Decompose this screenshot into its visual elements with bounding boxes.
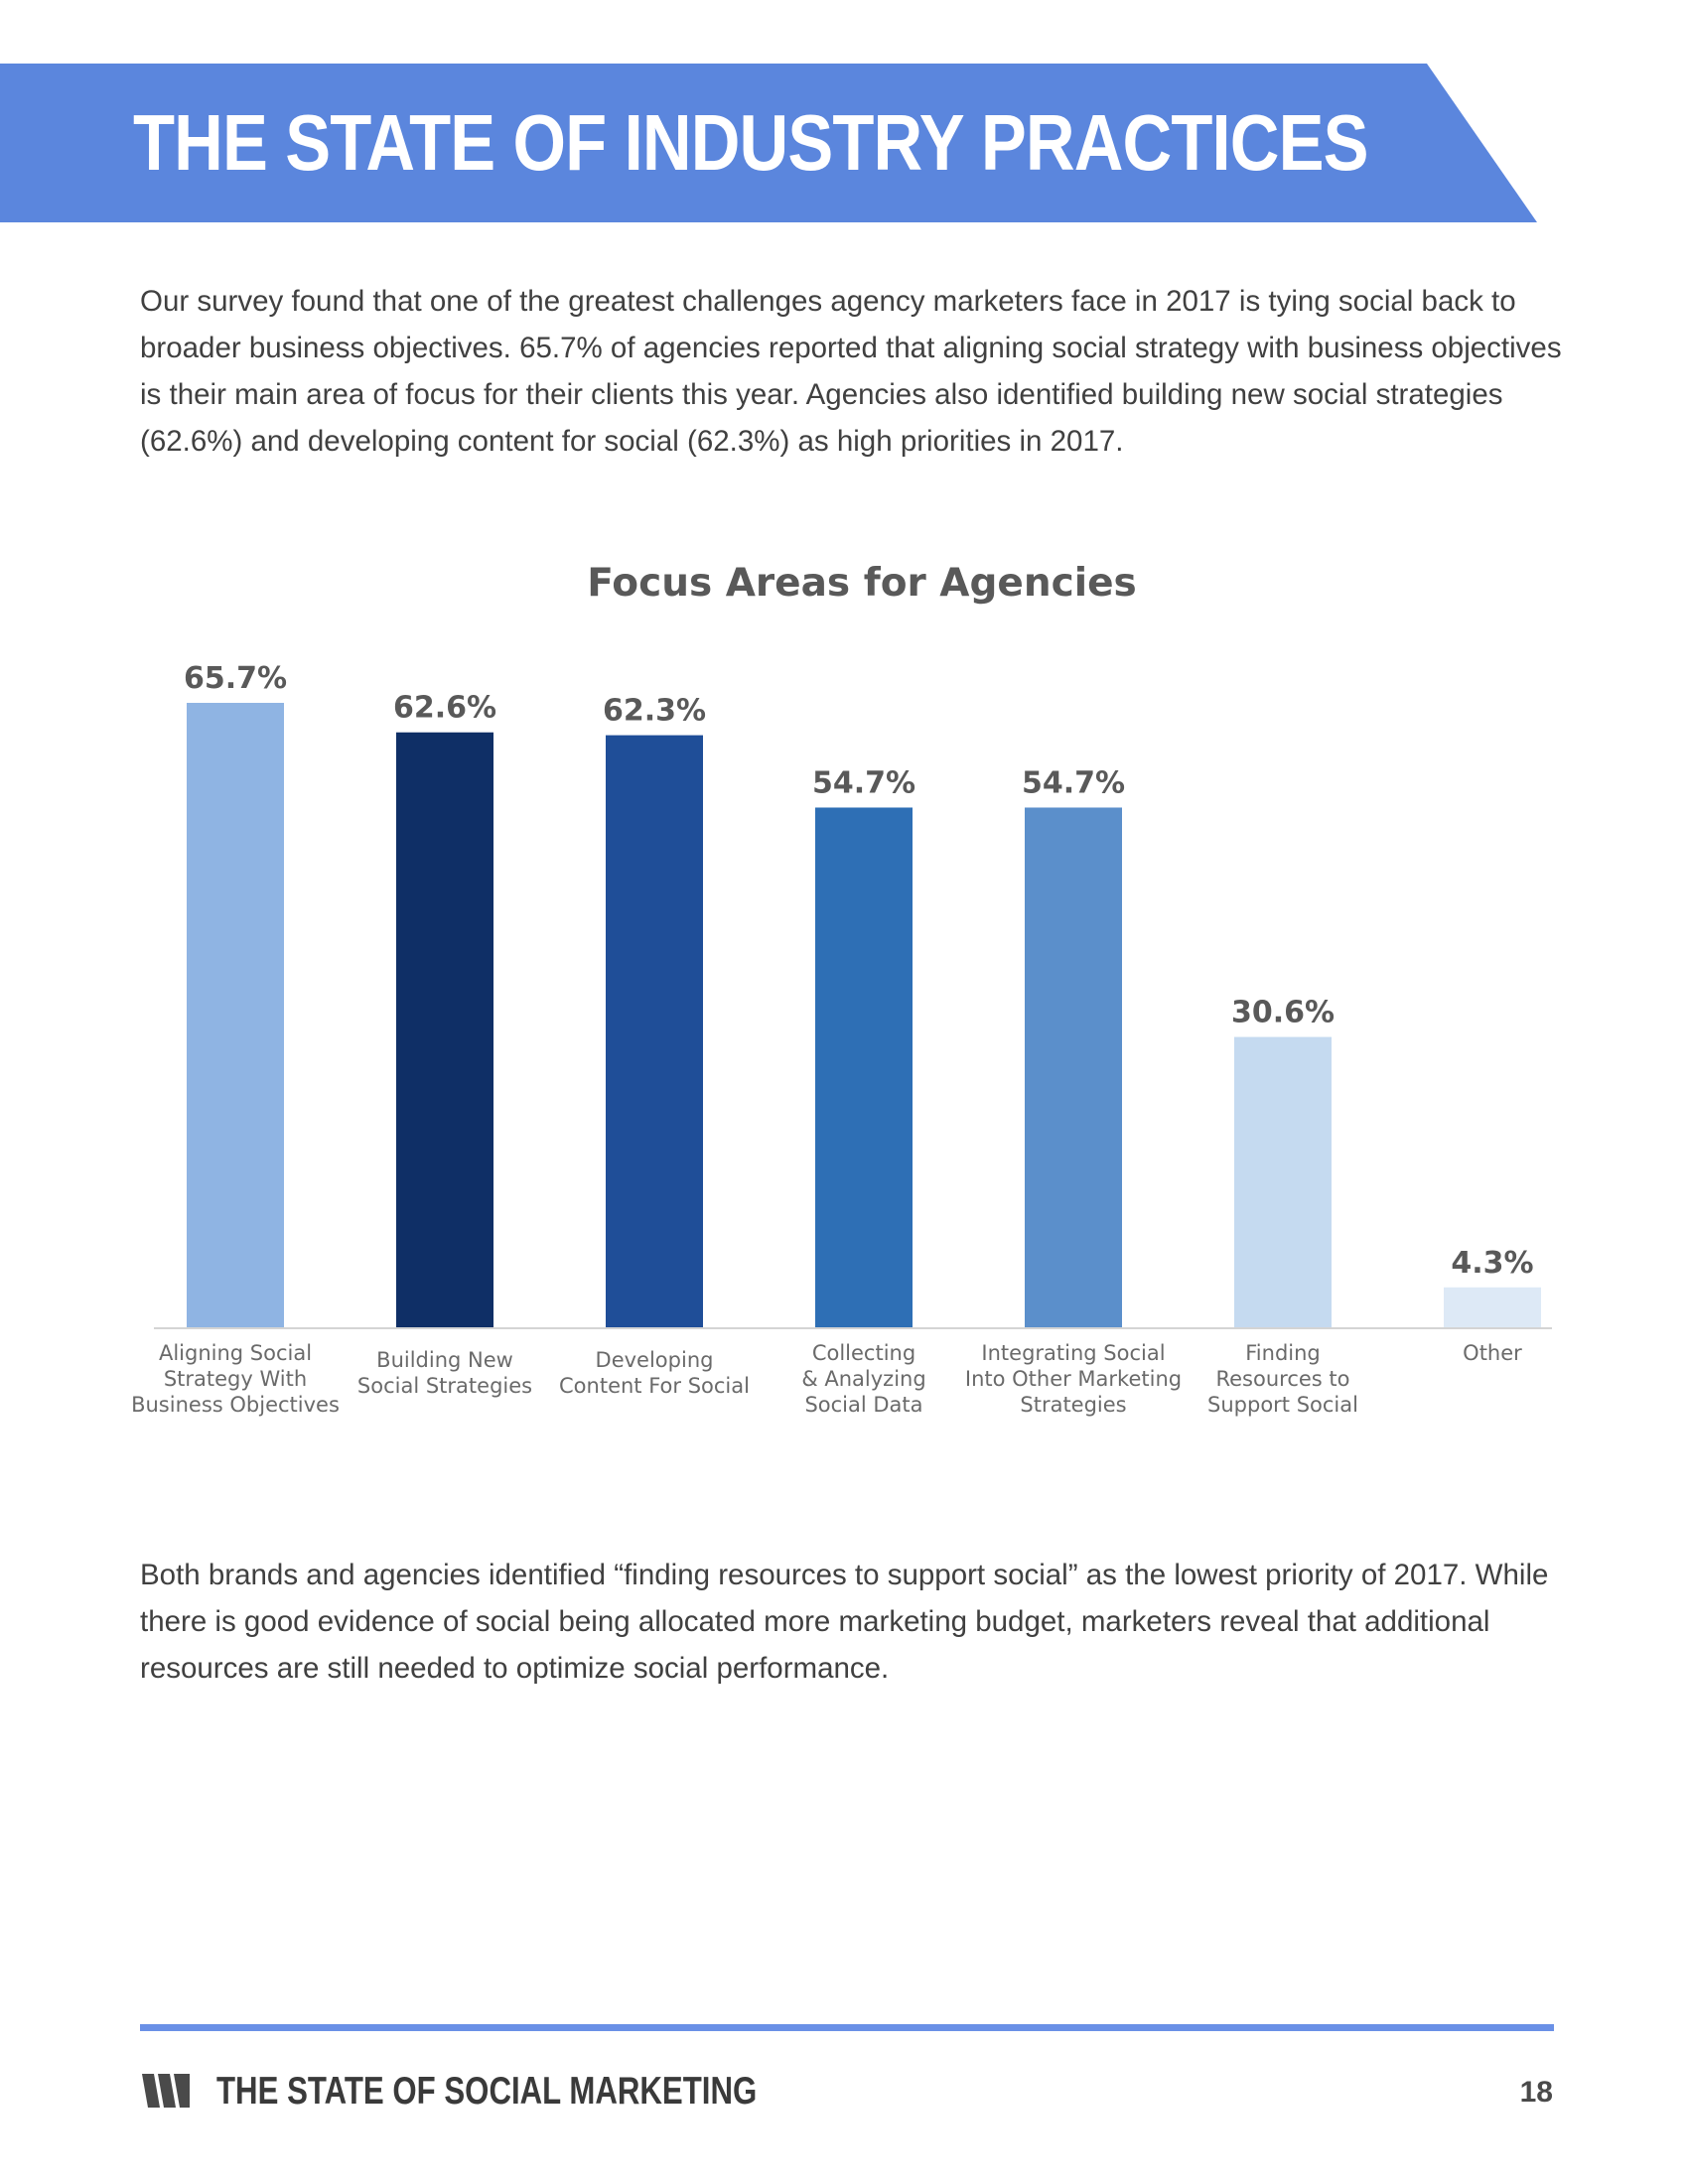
category-label: Developing [596, 1348, 714, 1372]
category-label: Finding [1245, 1341, 1321, 1365]
category-label: Social Strategies [357, 1374, 532, 1398]
category-label: Business Objectives [131, 1393, 340, 1417]
footer-title: THE STATE OF SOCIAL MARKETING [216, 2070, 758, 2113]
category-label: Social Data [804, 1393, 922, 1417]
category-label: Support Social [1207, 1393, 1358, 1417]
bar-value-label: 54.7% [812, 765, 915, 800]
bar [606, 735, 703, 1328]
category-label: Strategies [1020, 1393, 1126, 1417]
bar-value-label: 54.7% [1022, 765, 1125, 800]
category-label: Aligning Social [159, 1341, 312, 1365]
bar-value-label: 4.3% [1451, 1246, 1533, 1281]
bar [1234, 1036, 1332, 1328]
category-label: Integrating Social [981, 1341, 1165, 1365]
bar [396, 732, 493, 1328]
category-label: & Analyzing [801, 1367, 925, 1391]
bar-value-label: 62.6% [393, 691, 496, 726]
category-label: Content For Social [559, 1374, 750, 1398]
category-label: Strategy With [164, 1367, 307, 1391]
category-label: Into Other Marketing [965, 1367, 1182, 1391]
chart-title: Focus Areas for Agencies [587, 561, 1137, 606]
bar-value-label: 65.7% [184, 661, 287, 696]
bar [1025, 807, 1122, 1328]
sprout-logo-icon [142, 2074, 190, 2108]
category-label: Building New [376, 1348, 513, 1372]
header-banner [0, 64, 1537, 222]
focus-areas-chart: Focus Areas for Agencies 65.7% Aligning S… [131, 561, 1552, 1417]
bar [1444, 1287, 1541, 1328]
bar [815, 807, 913, 1328]
closing-paragraph: Both brands and agencies identified “fin… [140, 1559, 1549, 1685]
bar-value-label: 30.6% [1231, 996, 1335, 1030]
page-title: THE STATE OF INDUSTRY PRACTICES [133, 98, 1369, 187]
category-label: Resources to [1215, 1367, 1349, 1391]
bar [187, 703, 284, 1328]
intro-paragraph: Our survey found that one of the greates… [140, 285, 1562, 458]
bar-value-label: 62.3% [603, 694, 706, 729]
category-label: Other [1463, 1341, 1522, 1365]
page-number: 18 [1519, 2076, 1553, 2109]
category-label: Collecting [812, 1341, 915, 1365]
footer-rule [140, 2024, 1554, 2031]
